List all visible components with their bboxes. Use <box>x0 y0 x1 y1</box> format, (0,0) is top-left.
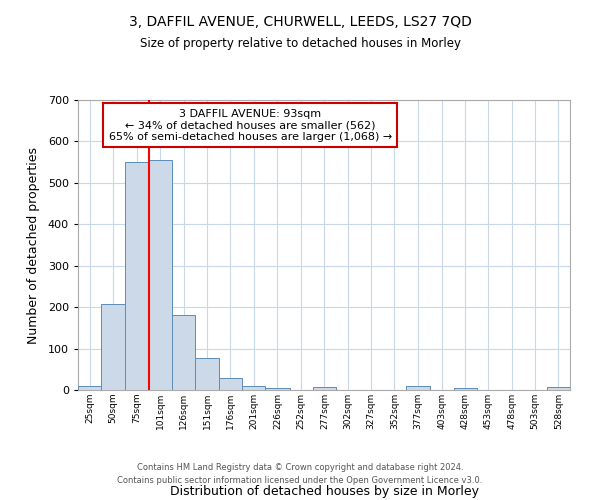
Bar <box>125 162 149 390</box>
Bar <box>101 304 125 390</box>
Text: 3 DAFFIL AVENUE: 93sqm
← 34% of detached houses are smaller (562)
65% of semi-de: 3 DAFFIL AVENUE: 93sqm ← 34% of detached… <box>109 108 392 142</box>
Bar <box>406 386 430 390</box>
Text: Contains public sector information licensed under the Open Government Licence v3: Contains public sector information licen… <box>118 476 482 485</box>
Bar <box>196 358 219 390</box>
Bar <box>547 387 570 390</box>
Text: Size of property relative to detached houses in Morley: Size of property relative to detached ho… <box>139 38 461 51</box>
Bar <box>149 160 172 390</box>
Bar <box>242 386 265 390</box>
Bar <box>172 316 196 390</box>
Bar <box>454 388 477 390</box>
Bar <box>313 387 336 390</box>
Bar <box>265 388 290 390</box>
Text: 3, DAFFIL AVENUE, CHURWELL, LEEDS, LS27 7QD: 3, DAFFIL AVENUE, CHURWELL, LEEDS, LS27 … <box>128 15 472 29</box>
Text: Contains HM Land Registry data © Crown copyright and database right 2024.: Contains HM Land Registry data © Crown c… <box>137 464 463 472</box>
Bar <box>219 378 242 390</box>
X-axis label: Distribution of detached houses by size in Morley: Distribution of detached houses by size … <box>170 484 479 498</box>
Y-axis label: Number of detached properties: Number of detached properties <box>26 146 40 344</box>
Bar <box>78 386 101 390</box>
